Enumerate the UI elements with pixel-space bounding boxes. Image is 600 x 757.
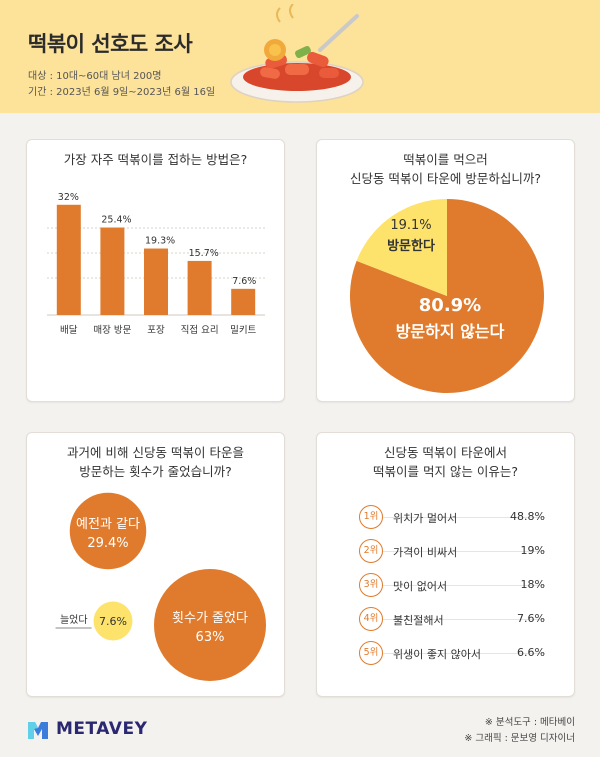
bubble-chart-card: 과거에 비해 신당동 떡볶이 타운을 방문하는 횟수가 줄었습니까? 예전과 같… [26,432,285,697]
bubble-label: 늘었다 [60,614,88,626]
bar-2 [100,227,125,315]
rank-value: 6.6% [517,646,545,659]
category-label: 매장 방문 [93,325,131,336]
bar-chart: 32% 배달 25.4% 매장 방문 19.3% 포장 15.7% 직접 요리 7.6% 밀키트 [47,192,265,336]
bubble-2 [93,601,133,641]
bar-value-label: 32% [58,192,79,203]
metavey-logo-icon [28,722,48,739]
pie-slice-value: 80.9% [419,295,481,316]
pie-slice-label: 방문한다 [387,238,435,254]
ranking-row: 5위 위생이 좋지 않아서 6.6% [359,641,545,665]
category-label: 밀키트 [230,324,256,336]
category-label: 직접 요리 [181,324,219,336]
survey-period: 기간 : 2023년 6월 9일~2023년 6월 16일 [28,87,216,98]
rank-reason: 맛이 없어서 [393,580,448,593]
rank-value: 48.8% [510,510,545,523]
row-divider [371,551,545,552]
reasons-ranking-title-line-1: 신당동 떡볶이 타운에서 [384,445,507,460]
header-banner: 떡볶이 선호도 조사 대상 : 10대~60대 남녀 200명 기간 : 202… [0,0,600,113]
rank-value: 7.6% [517,612,545,625]
rank-badge: 2위 [359,539,383,563]
bar-value-label: 19.3% [145,236,175,247]
bar-1 [56,204,81,315]
row-divider [371,653,545,654]
ranking-row: 2위 가격이 비싸서 19% [359,539,545,563]
bar-chart-card: 가장 자주 떡볶이를 접하는 방법은? 32% 배달 25.4% 매장 방문 19.3%… [26,139,285,402]
bar-4 [187,260,212,315]
bubble-chart-title-line-1: 과거에 비해 신당동 떡볶이 타운을 [67,445,244,460]
pie-chart: 80.9% 방문하지 않는다 19.1% 방문한다 [350,199,544,393]
category-label: 포장 [147,325,165,336]
pie-chart-card: 떡볶이를 먹으러 신당동 떡볶이 타운에 방문하십니까? 80.9% 방문하지 않… [316,139,575,402]
bubble-3 [154,569,266,681]
rank-value: 19% [520,544,545,557]
rank-badge: 1위 [359,505,383,529]
survey-target: 대상 : 10대~60대 남녀 200명 [28,71,162,82]
pie-slice-2 [356,199,447,296]
bubble-chart-title-line-2: 방문하는 횟수가 줄었습니까? [79,464,232,479]
reasons-ranking-title-line-2: 떡볶이를 먹지 않는 이유는? [372,464,519,479]
bubble-value: 7.6% [99,615,127,628]
rank-badge: 3위 [359,573,383,597]
bar-chart-title: 가장 자주 떡볶이를 접하는 방법은? [63,152,248,167]
bar-value-label: 7.6% [232,276,256,287]
rank-reason: 위생이 좋지 않아서 [393,648,481,661]
pie-chart-title-line-2: 신당동 떡볶이 타운에 방문하십니까? [349,171,542,186]
rank-badge: 5위 [359,641,383,665]
bubble-label: 예전과 같다 [76,517,140,532]
pie-chart-title-line-1: 떡볶이를 먹으러 [403,152,488,167]
bubble-1 [69,492,147,570]
rank-reason: 가격이 비싸서 [393,546,458,559]
logo-text: METAVEY [56,719,148,739]
bubble-chart: 예전과 같다 29.4% 7.6% 늘었다 횟수가 줄었다 63% [55,492,266,681]
bar-5 [231,288,256,315]
page-title: 떡볶이 선호도 조사 [28,32,193,56]
row-divider [371,517,545,518]
rank-reason: 불친절해서 [393,614,444,627]
bar-value-label: 25.4% [101,215,131,226]
pie-chart-title: 떡볶이를 먹으러 신당동 떡볶이 타운에 방문하십니까? [317,150,574,188]
ranking-row: 1위 위치가 멀어서 48.8% [359,505,545,529]
bubble-label: 횟수가 줄었다 [172,611,248,626]
pie-slice-value: 19.1% [390,218,431,233]
row-divider [371,585,545,586]
bubble-value: 29.4% [87,536,128,551]
bar-3 [144,248,168,315]
bar-value-label: 15.7% [189,248,219,259]
row-divider [371,619,545,620]
ranking-row: 4위 불친절해서 7.6% [359,607,545,631]
bubble-chart-title: 과거에 비해 신당동 떡볶이 타운을 방문하는 횟수가 줄었습니까? [27,443,284,481]
tteokbokki-illustration [230,4,364,103]
rank-value: 18% [520,578,545,591]
reasons-ranking-title: 신당동 떡볶이 타운에서 떡볶이를 먹지 않는 이유는? [317,443,574,481]
category-label: 배달 [60,324,78,336]
ranking-row: 3위 맛이 없어서 18% [359,573,545,597]
pie-slice-label: 방문하지 않는다 [396,322,505,341]
credit-graphic-designer: ※ 그래픽 : 문보영 디자이너 [464,733,575,744]
bubble-value: 63% [196,630,225,645]
rank-badge: 4위 [359,607,383,631]
reasons-ranking-card: 신당동 떡볶이 타운에서 떡볶이를 먹지 않는 이유는? 1위 위치가 멀어서 … [316,432,575,697]
rank-reason: 위치가 멀어서 [393,512,458,525]
credit-analysis-tool: ※ 분석도구 : 메타베이 [484,717,575,728]
